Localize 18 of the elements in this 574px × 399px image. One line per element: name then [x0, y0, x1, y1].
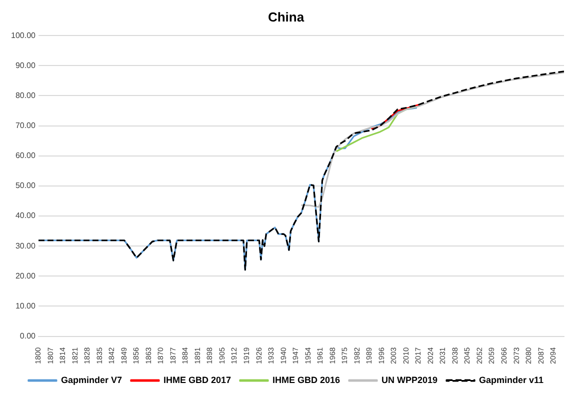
y-tick-label: 30.00: [15, 241, 36, 250]
y-tick-label: 40.00: [15, 211, 36, 220]
y-tick-label: 20.00: [15, 271, 36, 280]
y-tick-label: 100.00: [11, 30, 36, 40]
legend-label: IHME GBD 2016: [272, 374, 340, 385]
legend-label: IHME GBD 2017: [163, 374, 231, 385]
legend-label: UN WPP2019: [382, 374, 438, 385]
y-tick-label: 10.00: [15, 301, 36, 310]
y-tick-label: 0.00: [20, 332, 36, 341]
y-tick-label: 50.00: [15, 181, 36, 190]
y-tick-label: 60.00: [15, 151, 36, 160]
y-tick-label: 70.00: [15, 121, 36, 130]
legend-label: Gapminder V7: [60, 374, 122, 385]
y-tick-label: 90.00: [15, 60, 36, 70]
chart-title: China: [268, 9, 305, 24]
line-series: [38, 70, 564, 271]
legend-label: Gapminder v11: [479, 374, 544, 385]
y-tick-label: 80.00: [15, 90, 36, 100]
